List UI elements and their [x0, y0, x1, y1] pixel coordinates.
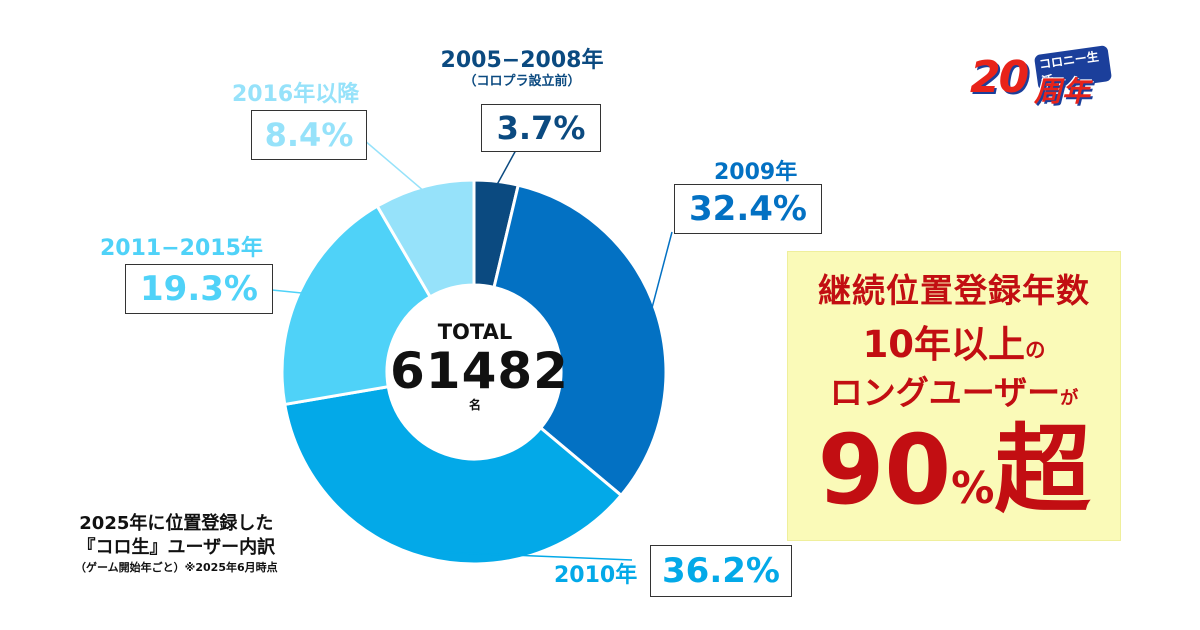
logo-number: 20 [970, 52, 1029, 103]
leader-line-1 [649, 231, 673, 314]
donut-slice-1 [492, 183, 668, 498]
leader-line-2 [425, 550, 633, 561]
slice-name-2010: 2010年 [554, 563, 638, 588]
anniversary-logo: コロニー生活 20 周年 [970, 45, 1113, 108]
slice-sublabel-2005-2008: （コロプラ設立前） [463, 74, 581, 89]
leader-line-0 [494, 149, 517, 188]
callout-line-3-particle: が [1060, 388, 1079, 409]
slice-value-2005-2008: 3.7% [481, 104, 601, 152]
footnote: 2025年に位置登録した 『コロ生』ユーザー内訳 （ゲーム開始年ごと）※2025… [75, 512, 278, 576]
leader-line-4 [363, 139, 426, 194]
callout-line-3-main: ロングユーザー [829, 373, 1061, 412]
callout-percent-sign: % [951, 464, 995, 514]
callout-box: 継続位置登録年数 10年以上の ロングユーザーが 90%超 [788, 252, 1120, 540]
donut-slice-3 [280, 204, 433, 407]
callout-percentage-number: 90 [817, 414, 952, 526]
donut-slice-2 [283, 384, 624, 566]
callout-line-3: ロングユーザーが [788, 366, 1120, 414]
slice-value-2009: 32.4% [674, 184, 822, 234]
footnote-line-2: 『コロ生』ユーザー内訳 [77, 537, 276, 558]
slice-label-2005-2008: 2005−2008年 （コロプラ設立前） [432, 42, 612, 90]
callout-over-kanji: 超 [994, 414, 1091, 526]
callout-line-2-main: 10年以上 [862, 323, 1026, 366]
slice-value-2010: 36.2% [650, 545, 792, 597]
donut-slices [280, 178, 668, 566]
slice-value-2011-2015: 19.3% [125, 264, 273, 314]
callout-line-2: 10年以上の [788, 314, 1120, 368]
donut-slice-4 [375, 178, 476, 299]
logo-kanji: 周年 [1034, 75, 1091, 108]
total-value: 61482 [390, 342, 569, 400]
leader-lines [271, 139, 673, 561]
callout-line-1: 継続位置登録年数 [818, 271, 1090, 310]
total-label: TOTAL [437, 320, 513, 344]
footnote-line-1: 2025年に位置登録した [79, 513, 274, 534]
donut-center: TOTAL 61482 名 [390, 320, 569, 412]
footnote-line-3: （ゲーム開始年ごと）※2025年6月時点 [75, 561, 278, 574]
slice-name-2009: 2009年 [714, 160, 798, 185]
slice-name-2011-2015: 2011−2015年 [100, 236, 263, 261]
callout-line-4: 90%超 [788, 414, 1120, 545]
leader-line-3 [271, 289, 306, 295]
slice-name-2016-later: 2016年以降 [232, 82, 360, 107]
total-unit: 名 [468, 398, 481, 412]
slice-name-2005-2008: 2005−2008年 [440, 48, 604, 73]
callout-line-2-particle: の [1025, 338, 1046, 362]
slice-value-2016-later: 8.4% [251, 110, 367, 160]
